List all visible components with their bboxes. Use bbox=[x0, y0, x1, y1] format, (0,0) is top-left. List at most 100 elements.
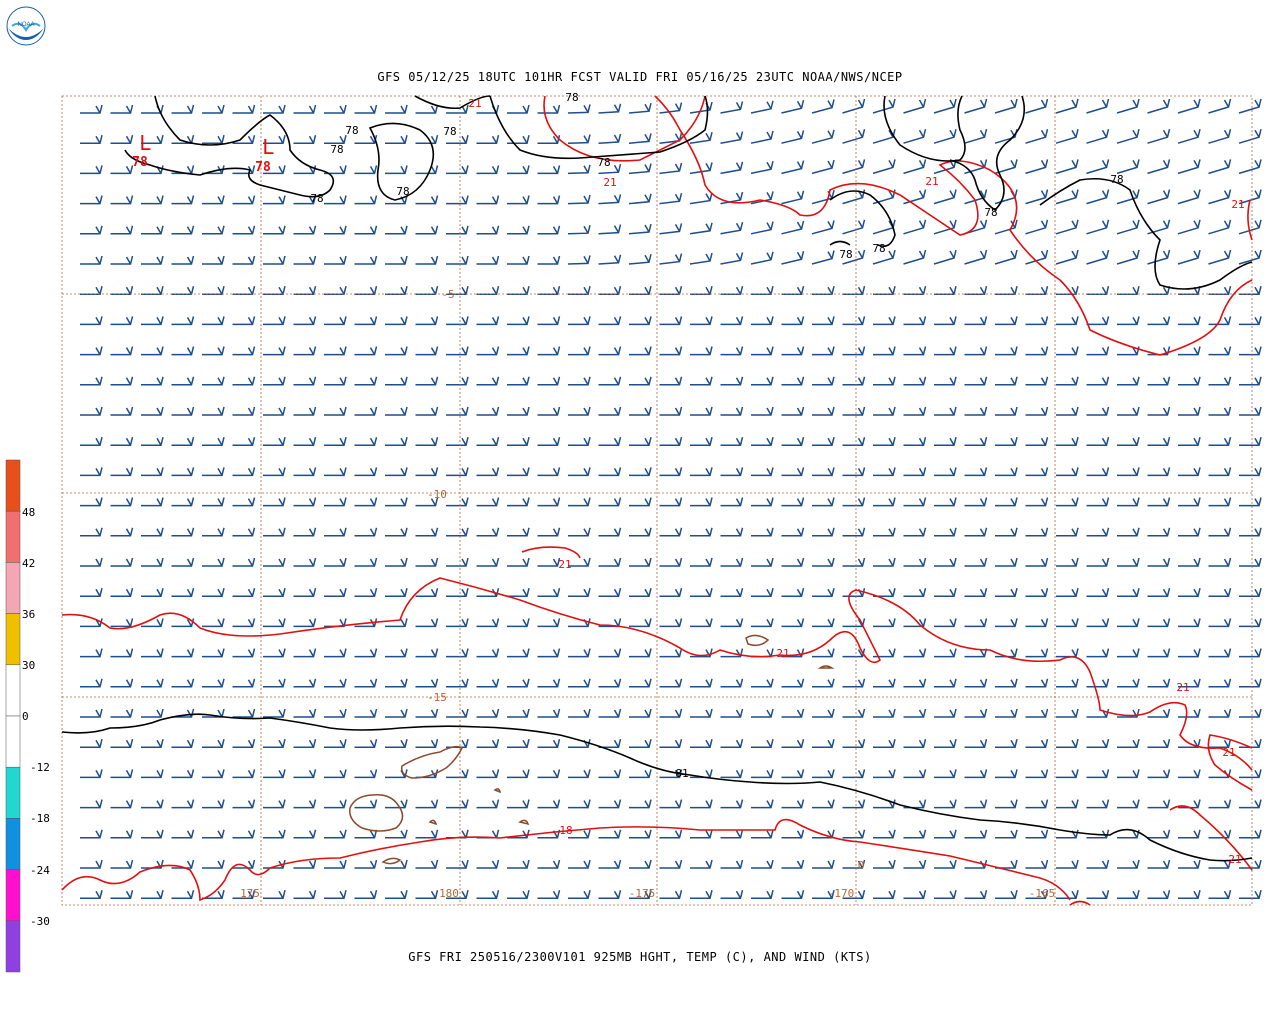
wind-barb bbox=[964, 769, 988, 779]
wind-barb bbox=[781, 467, 805, 477]
wind-barb bbox=[751, 346, 774, 356]
wind-barb bbox=[507, 497, 530, 507]
wind-barb bbox=[263, 769, 286, 779]
lat-lon-grid bbox=[61, 95, 1253, 906]
wind-barb bbox=[568, 648, 591, 658]
wind-barb bbox=[750, 191, 774, 205]
low-value: 78 bbox=[132, 155, 148, 170]
wind-barb bbox=[293, 859, 317, 869]
wind-barb bbox=[110, 195, 134, 205]
wind-barb bbox=[873, 618, 896, 628]
wind-barb bbox=[476, 859, 500, 869]
wind-barb bbox=[1208, 189, 1232, 205]
wind-barb bbox=[1056, 437, 1079, 446]
wind-barb bbox=[720, 316, 744, 326]
wind-barb bbox=[1239, 739, 1262, 748]
wind-barb bbox=[110, 104, 134, 114]
wind-barb bbox=[232, 406, 256, 416]
wind-barb bbox=[812, 437, 835, 446]
wind-barb bbox=[202, 799, 225, 809]
wind-barb bbox=[1086, 406, 1110, 416]
wind-barb bbox=[141, 708, 164, 718]
wind-barb bbox=[293, 739, 317, 748]
wind-barb bbox=[232, 255, 256, 265]
wind-barb bbox=[934, 678, 957, 688]
wind-barb bbox=[537, 557, 561, 567]
wind-barb bbox=[872, 249, 896, 265]
wind-barb bbox=[293, 769, 317, 779]
wind-barb bbox=[964, 98, 988, 114]
wind-barb bbox=[933, 189, 957, 205]
wind-barb bbox=[476, 739, 500, 748]
wind-barb bbox=[110, 255, 134, 265]
wind-barb bbox=[690, 739, 713, 748]
wind-barb bbox=[842, 98, 866, 114]
wind-barb bbox=[690, 316, 713, 326]
wind-barb bbox=[446, 497, 469, 507]
logo-text: NOAA bbox=[17, 22, 34, 28]
wind-barb bbox=[629, 769, 652, 779]
wind-barb bbox=[1147, 799, 1171, 809]
wind-barb bbox=[537, 769, 561, 779]
wind-barb bbox=[659, 708, 683, 718]
wind-barb bbox=[385, 135, 408, 144]
wind-barb bbox=[964, 618, 988, 628]
wind-barb bbox=[293, 225, 317, 235]
wind-barb bbox=[1239, 859, 1262, 869]
wind-barb bbox=[994, 159, 1018, 175]
wind-barb bbox=[628, 133, 652, 144]
wind-barb bbox=[842, 527, 866, 537]
wind-barb bbox=[324, 225, 347, 235]
wind-barb bbox=[1025, 129, 1049, 144]
wind-barb bbox=[385, 255, 408, 265]
wind-barb bbox=[873, 376, 896, 386]
wind-barb bbox=[720, 131, 744, 144]
wind-barb bbox=[507, 286, 530, 295]
wind-barb bbox=[934, 739, 957, 748]
wind-barb bbox=[659, 527, 683, 537]
wind-barb bbox=[1147, 769, 1171, 779]
wind-barb bbox=[263, 104, 286, 114]
wind-barb bbox=[446, 618, 469, 628]
wind-barb bbox=[476, 648, 500, 658]
wind-barbs bbox=[80, 98, 1262, 899]
wind-barb bbox=[1178, 467, 1201, 477]
wind-barb bbox=[567, 225, 591, 235]
wind-barb bbox=[446, 678, 469, 688]
wind-barb bbox=[80, 135, 103, 144]
wind-barb bbox=[1056, 859, 1079, 869]
wind-barb bbox=[354, 255, 378, 265]
wind-barb bbox=[171, 588, 195, 597]
colorbar-swatch bbox=[5, 562, 21, 614]
wind-barb bbox=[385, 467, 408, 477]
wind-barb bbox=[598, 648, 622, 658]
wind-barb bbox=[751, 376, 774, 386]
wind-barb bbox=[1025, 437, 1049, 446]
wind-barb bbox=[1117, 467, 1140, 477]
wind-barb bbox=[446, 406, 469, 416]
wind-barb bbox=[903, 829, 927, 839]
wind-barb bbox=[751, 316, 774, 326]
wind-barb bbox=[1056, 527, 1079, 537]
wind-barb bbox=[263, 799, 286, 809]
temp-label: 21 bbox=[558, 558, 571, 571]
wind-barb bbox=[141, 376, 164, 386]
wind-barb bbox=[598, 497, 622, 507]
wind-barb bbox=[659, 376, 683, 386]
wind-barb bbox=[324, 739, 347, 748]
wind-barb bbox=[598, 286, 622, 295]
wind-barb bbox=[629, 588, 652, 597]
wind-barb bbox=[202, 588, 225, 597]
wind-barb bbox=[964, 249, 988, 265]
wind-barb bbox=[507, 104, 530, 114]
wind-barb bbox=[354, 316, 378, 326]
wind-barb bbox=[659, 588, 683, 597]
wind-barb bbox=[324, 890, 347, 899]
lon-label: 180 bbox=[439, 887, 459, 900]
wind-barb bbox=[842, 708, 866, 718]
wind-barb bbox=[141, 225, 164, 235]
wind-barb bbox=[507, 708, 530, 718]
wind-barb bbox=[995, 708, 1018, 718]
wind-barb bbox=[1116, 129, 1140, 144]
wind-barb bbox=[1238, 249, 1262, 265]
